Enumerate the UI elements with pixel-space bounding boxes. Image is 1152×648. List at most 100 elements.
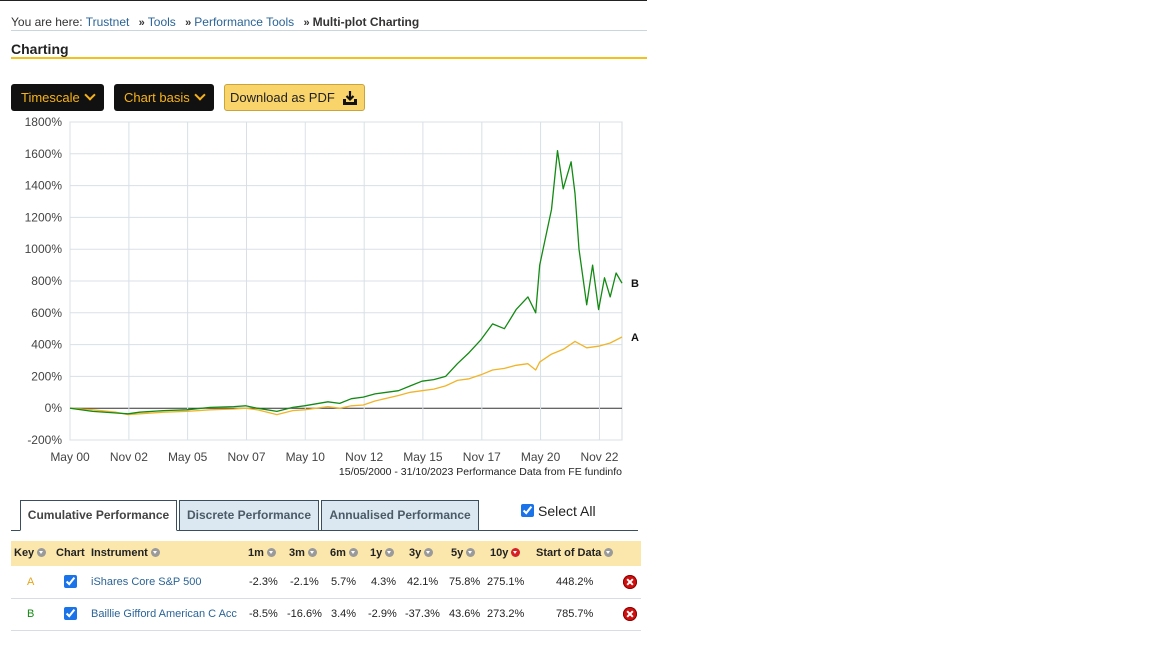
tab-annualised-performance[interactable]: Annualised Performance: [321, 500, 479, 531]
sort-icon[interactable]: [307, 548, 317, 557]
instrument-link[interactable]: iShares Core S&P 500: [91, 576, 202, 588]
sort-icon[interactable]: [266, 548, 276, 557]
x-tick-label: May 15: [403, 450, 443, 464]
breadcrumb-divider: [11, 30, 647, 31]
header-chart: Chart: [56, 547, 85, 559]
select-all-label: Select All: [538, 503, 596, 519]
y-tick-label: -200%: [27, 433, 62, 447]
value-3y: 42.1%: [407, 576, 439, 588]
x-tick-label: Nov 07: [227, 450, 265, 464]
header-start-of-data[interactable]: Start of Data: [536, 541, 614, 566]
breadcrumb-link-trustnet[interactable]: Trustnet: [85, 15, 130, 29]
value-6m: 5.7%: [331, 576, 357, 588]
timescale-label: Timescale: [21, 90, 80, 105]
value-3m: -2.1%: [290, 576, 319, 588]
x-tick-label: May 00: [50, 450, 90, 464]
row-key: B: [27, 608, 35, 620]
header-3m[interactable]: 3m: [289, 541, 317, 566]
row-chart-checkbox[interactable]: [64, 607, 77, 620]
y-tick-label: 1600%: [25, 147, 63, 161]
value-1m: -2.3%: [249, 576, 278, 588]
header-instrument[interactable]: Instrument: [91, 541, 160, 566]
top-border: [0, 0, 647, 1]
y-tick-label: 200%: [31, 369, 62, 383]
sort-icon[interactable]: [466, 548, 476, 557]
header-key[interactable]: Key: [14, 541, 47, 566]
tab-discrete-performance[interactable]: Discrete Performance: [179, 500, 319, 531]
breadcrumb-link-tools[interactable]: Tools: [147, 15, 176, 29]
breadcrumb: You are here: Trustnet » Tools » Performan…: [11, 15, 419, 29]
chart-basis-button[interactable]: Chart basis: [114, 84, 214, 111]
y-tick-label: 0%: [45, 401, 63, 415]
row-key: A: [27, 576, 35, 588]
header-6m[interactable]: 6m: [330, 541, 358, 566]
table-header: Key Chart Instrument 1m 3m 6m 1y 3y 5y 1…: [11, 541, 641, 566]
breadcrumb-prefix: You are here:: [11, 15, 83, 29]
header-1m[interactable]: 1m: [248, 541, 276, 566]
value-start-of-data: 785.7%: [556, 608, 594, 620]
chart-footnote: 15/05/2000 - 31/10/2023 Performance Data…: [339, 466, 622, 478]
value-start-of-data: 448.2%: [556, 576, 594, 588]
series-end-label-a: A: [631, 332, 639, 344]
download-pdf-label: Download as PDF: [230, 90, 335, 105]
timescale-button[interactable]: Timescale: [11, 84, 104, 111]
header-3y[interactable]: 3y: [409, 541, 434, 566]
remove-icon[interactable]: [623, 607, 637, 621]
header-10y[interactable]: 10y: [490, 541, 521, 566]
download-pdf-button[interactable]: Download as PDF: [224, 84, 365, 111]
sort-active-icon[interactable]: [511, 548, 521, 557]
y-tick-label: 1400%: [25, 179, 63, 193]
performance-chart: 1800% 1600% 1400% 1200% 1000% 800% 600% 400% 200…: [25, 115, 639, 478]
series-end-label-b: B: [631, 278, 639, 290]
chevron-down-icon: [84, 89, 96, 101]
value-1y: 4.3%: [371, 576, 397, 588]
row-chart-checkbox[interactable]: [64, 575, 77, 588]
sort-icon[interactable]: [348, 548, 358, 557]
header-5y[interactable]: 5y: [451, 541, 476, 566]
y-tick-label: 400%: [31, 338, 62, 352]
header-1y[interactable]: 1y: [370, 541, 395, 566]
value-6m: 3.4%: [331, 608, 357, 620]
breadcrumb-link-performance-tools[interactable]: Performance Tools: [194, 15, 295, 29]
section-title-underline: [11, 57, 647, 59]
sort-icon[interactable]: [424, 548, 434, 557]
value-5y: 43.6%: [449, 608, 481, 620]
section-title: Charting: [11, 41, 69, 57]
y-tick-label: 1800%: [25, 115, 63, 129]
breadcrumb-current: Multi-plot Charting: [312, 15, 420, 29]
sort-icon[interactable]: [604, 548, 614, 557]
value-3m: -16.6%: [287, 608, 322, 620]
x-tick-label: May 20: [521, 450, 561, 464]
breadcrumb-separator: »: [303, 17, 310, 29]
x-tick-label: May 05: [168, 450, 208, 464]
download-icon: [343, 91, 357, 105]
sort-icon[interactable]: [385, 548, 395, 557]
sort-icon[interactable]: [150, 548, 160, 557]
table-row: B Baillie Gifford American C Acc -8.5% -…: [11, 598, 641, 631]
x-tick-label: Nov 17: [463, 450, 501, 464]
value-5y: 75.8%: [449, 576, 481, 588]
select-all-checkbox[interactable]: [521, 504, 534, 517]
x-tick-label: May 10: [286, 450, 326, 464]
value-3y: -37.3%: [405, 608, 440, 620]
chevron-down-icon: [194, 89, 206, 101]
chart-basis-label: Chart basis: [124, 90, 190, 105]
x-tick-label: Nov 22: [580, 450, 618, 464]
sort-icon[interactable]: [37, 548, 47, 557]
breadcrumb-separator: »: [185, 17, 192, 29]
instrument-link[interactable]: Baillie Gifford American C Acc: [91, 608, 237, 620]
tab-cumulative-performance[interactable]: Cumulative Performance: [20, 500, 177, 531]
select-all[interactable]: Select All: [521, 503, 596, 519]
y-tick-label: 1200%: [25, 210, 63, 224]
y-tick-label: 1000%: [25, 242, 63, 256]
remove-icon[interactable]: [623, 575, 637, 589]
table-row: A iShares Core S&P 500 -2.3% -2.1% 5.7% …: [11, 566, 641, 599]
series-line-a: [69, 336, 623, 416]
value-10y: 275.1%: [487, 576, 525, 588]
series-line-b: [69, 149, 623, 415]
value-10y: 273.2%: [487, 608, 525, 620]
value-1y: -2.9%: [368, 608, 397, 620]
y-tick-label: 600%: [31, 306, 62, 320]
value-1m: -8.5%: [249, 608, 278, 620]
breadcrumb-separator: »: [138, 17, 145, 29]
